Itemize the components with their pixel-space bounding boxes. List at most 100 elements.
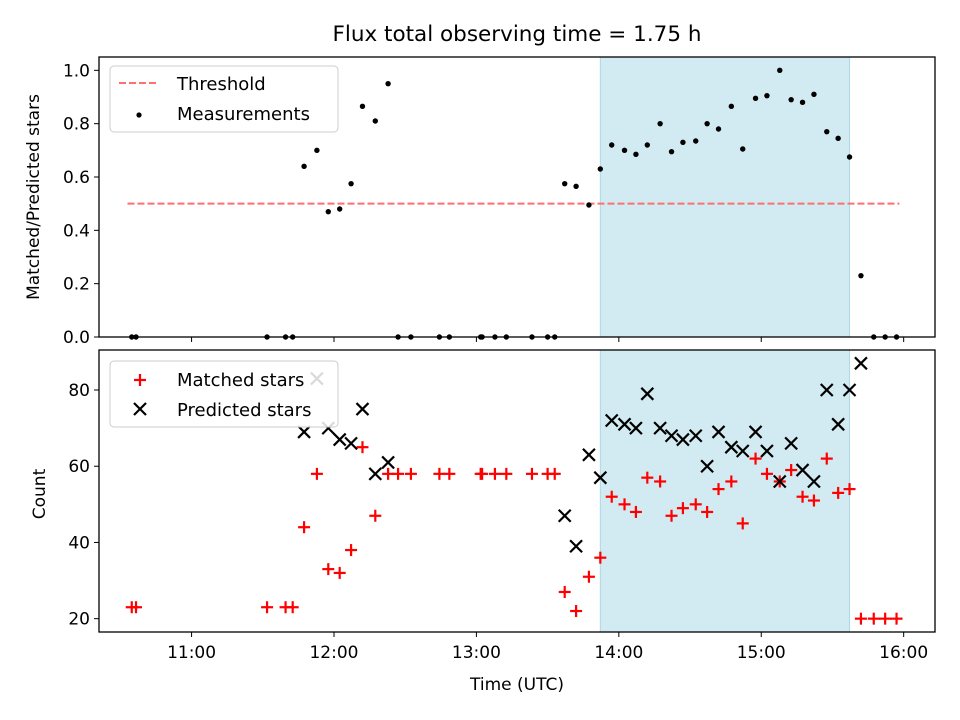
matched-star-point: [369, 509, 382, 522]
predicted-star-point: [569, 539, 583, 554]
y-tick-label: 80: [68, 381, 90, 401]
measurement-point: [811, 91, 817, 98]
predicted-star-point: [629, 421, 643, 435]
matched-star-point: [641, 471, 654, 484]
measurement-point: [740, 146, 746, 152]
measurement-point: [633, 151, 639, 158]
measurement-point: [348, 180, 354, 187]
top-panel: 0.0 0.2 0.4 0.6 0.8 1.0 Matched/Predicted sta…: [24, 56, 936, 348]
matched-star-point: [701, 505, 714, 518]
matched-star-point: [525, 467, 538, 480]
matched-star-point: [879, 612, 892, 625]
y-tick-label: 40: [68, 533, 90, 553]
predicted-star-point: [676, 432, 690, 447]
measurement-point: [301, 163, 307, 170]
measurement-point: [788, 96, 794, 103]
measurement-point: [777, 67, 783, 74]
measurement-point: [325, 208, 331, 215]
matched-star-point: [582, 570, 595, 583]
matched-star-point: [298, 521, 311, 534]
predicted-star-point: [807, 474, 821, 489]
measurement-point: [704, 120, 710, 127]
predicted-star-point: [735, 444, 750, 458]
measurement-point: [764, 92, 770, 99]
bottom-panel: 20 40 60 80 11:00 12:00 13:00 14:00 15:00 16:00 C…: [30, 349, 936, 695]
predicted-star-point: [640, 387, 655, 401]
matched-star-point: [867, 612, 880, 625]
predicted-star-point: [784, 436, 798, 451]
measurement-point: [715, 126, 722, 132]
matched-star-point: [605, 490, 618, 503]
matched-star-point: [785, 464, 798, 477]
x-tick-label: 13:00: [452, 643, 501, 663]
measurement-point: [799, 99, 806, 106]
measurement-point: [668, 148, 675, 155]
matched-star-point: [392, 467, 405, 480]
matched-star-point: [760, 467, 773, 480]
predicted-star-point: [593, 470, 608, 485]
predicted-star-point: [582, 448, 596, 462]
measurement-point: [609, 142, 615, 148]
predicted-star-point: [557, 508, 572, 523]
matched-star-point: [807, 494, 820, 507]
predicted-star-point: [368, 467, 383, 481]
observing-window-span: [599, 56, 851, 338]
predicted-star-point: [332, 432, 347, 447]
y-tick-label: 0.4: [63, 221, 90, 241]
legend-matched-swatch: [134, 374, 146, 386]
predicted-star-point: [664, 428, 679, 443]
measurement-point: [680, 139, 686, 146]
predicted-star-point: [724, 440, 739, 454]
bottom-y-axis-label: Count: [30, 468, 50, 519]
y-tick-label: 0.6: [63, 168, 90, 188]
measurement-point: [824, 128, 830, 135]
y-tick-label: 60: [68, 457, 90, 477]
predicted-star-point: [297, 425, 311, 439]
matched-star-point: [286, 601, 299, 614]
legend-measurements-label: Measurements: [177, 104, 310, 125]
predicted-star-point: [772, 474, 787, 489]
matched-star-point: [890, 612, 903, 625]
matched-star-point: [854, 612, 867, 625]
matched-star-point: [345, 544, 358, 557]
matched-star-point: [558, 585, 571, 598]
matched-star-point: [443, 467, 456, 480]
x-tick-label: 12:00: [309, 643, 358, 663]
matched-star-point: [820, 452, 833, 465]
predicted-star-point: [344, 436, 358, 451]
predicted-star-point: [795, 463, 810, 477]
matched-star-point: [488, 467, 501, 480]
predicted-star-point: [604, 413, 619, 428]
x-tick-label: 16:00: [879, 643, 928, 663]
top-axes-frame: [98, 56, 936, 338]
y-tick-label: 1.0: [63, 61, 90, 81]
legend-threshold-label: Threshold: [176, 74, 266, 95]
measurement-point: [359, 103, 366, 110]
observing-window-span: [599, 349, 851, 633]
matched-star-point: [310, 467, 323, 480]
predicted-star-point: [831, 417, 845, 432]
matched-star-point: [333, 566, 346, 579]
measurement-point: [835, 135, 841, 142]
matched-star-point: [843, 483, 856, 496]
measurement-point: [693, 138, 699, 144]
predicted-star-point: [748, 425, 763, 439]
measurement-point: [597, 166, 604, 172]
measurement-point: [336, 206, 343, 212]
top-legend: Threshold Measurements: [109, 65, 339, 133]
predicted-star-point: [760, 444, 774, 458]
matched-star-point: [570, 605, 583, 618]
predicted-star-point: [653, 421, 667, 435]
predicted-star-point: [700, 459, 714, 474]
top-y-axis-label: Matched/Predicted stars: [24, 94, 44, 300]
x-tick-label: 14:00: [594, 643, 643, 663]
measurement-point: [562, 180, 568, 187]
x-tick-label: 11:00: [167, 643, 216, 663]
predicted-star-point: [381, 455, 395, 470]
measurement-point: [728, 103, 735, 110]
legend-predicted-swatch: [133, 402, 147, 416]
bottom-legend-box: [109, 360, 339, 428]
matched-star-point: [712, 483, 725, 496]
measurement-point: [752, 95, 759, 102]
predicted-star-point: [355, 402, 370, 416]
